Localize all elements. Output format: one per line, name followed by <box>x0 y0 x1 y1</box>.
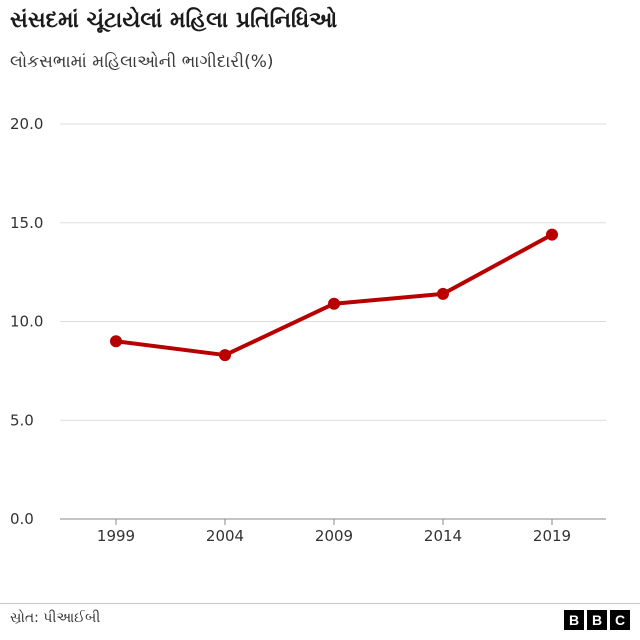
y-tick-label: 0.0 <box>10 510 34 528</box>
y-tick-label: 5.0 <box>10 411 34 429</box>
y-tick-label: 20.0 <box>10 115 43 133</box>
y-tick-label: 15.0 <box>10 214 43 232</box>
x-tick-label: 2009 <box>315 527 353 545</box>
line-chart: 0.0 5.0 10.0 15.0 20.0 1999 2004 2009 2014 2019 <box>10 115 606 545</box>
chart-subtitle: લોકસભામાં મહિલાઓની ભાગીદારી(%) <box>10 52 274 72</box>
chart-title: સંસદમાં ચૂંટાયેલાં મહિલા પ્રતિનિધિઓ <box>10 8 338 33</box>
source-note: સ્રોત: પીઆઈબી <box>10 610 101 626</box>
bbc-logo: B B C <box>564 610 630 630</box>
logo-letter-c: C <box>610 610 630 630</box>
footer-divider <box>0 603 640 604</box>
data-point <box>546 228 558 241</box>
y-tick-label: 10.0 <box>10 313 43 331</box>
data-point <box>219 349 231 362</box>
series-line <box>114 232 554 358</box>
x-tick-label: 2004 <box>206 527 244 545</box>
x-tick-label: 1999 <box>97 527 135 545</box>
x-tick-label: 2014 <box>424 527 462 545</box>
x-tick-label: 2019 <box>533 527 571 545</box>
logo-letter-b2: B <box>587 610 607 630</box>
data-point <box>110 335 122 348</box>
data-point <box>437 287 449 300</box>
logo-letter-b1: B <box>564 610 584 630</box>
data-point <box>328 297 340 310</box>
